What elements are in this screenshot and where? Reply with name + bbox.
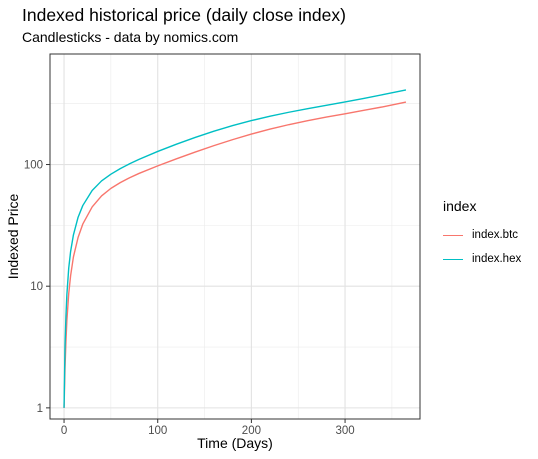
y-axis: 1 10 100: [24, 160, 50, 415]
legend-key-btc: [443, 234, 463, 236]
chart-title: Indexed historical price (daily close in…: [22, 5, 346, 25]
plot-panel-border: [49, 53, 421, 420]
y-tick-label-0: 1: [37, 403, 43, 415]
legend-item-hex: index.hex: [443, 247, 533, 271]
x-axis: 0 100 200 300: [61, 419, 355, 437]
y-tick-label-1: 10: [30, 281, 43, 293]
series-line-index-btc: [63, 101, 407, 408]
x-axis-label: Time (Days): [197, 435, 273, 451]
x-tick-label-2: 200: [242, 425, 261, 437]
x-tick-label-3: 300: [335, 425, 354, 437]
legend-key-hex: [443, 258, 463, 260]
grid-major-lines: [50, 54, 420, 419]
x-tick-label-0: 0: [61, 425, 67, 437]
legend-title: index: [443, 198, 477, 214]
legend: index index.btc index.hex: [443, 198, 533, 271]
series-line-index-hex: [63, 89, 407, 408]
y-axis-label: Indexed Price: [5, 193, 21, 279]
series-layer: [63, 89, 407, 408]
chart-subtitle: Candlesticks - data by nomics.com: [22, 29, 239, 45]
legend-label-hex: index.hex: [472, 253, 522, 265]
legend-item-btc: index.btc: [443, 223, 533, 247]
y-tick-label-2: 100: [24, 160, 43, 172]
grid-minor-lines: [50, 54, 420, 419]
legend-label-btc: index.btc: [472, 229, 519, 241]
x-tick-label-1: 100: [148, 425, 167, 437]
